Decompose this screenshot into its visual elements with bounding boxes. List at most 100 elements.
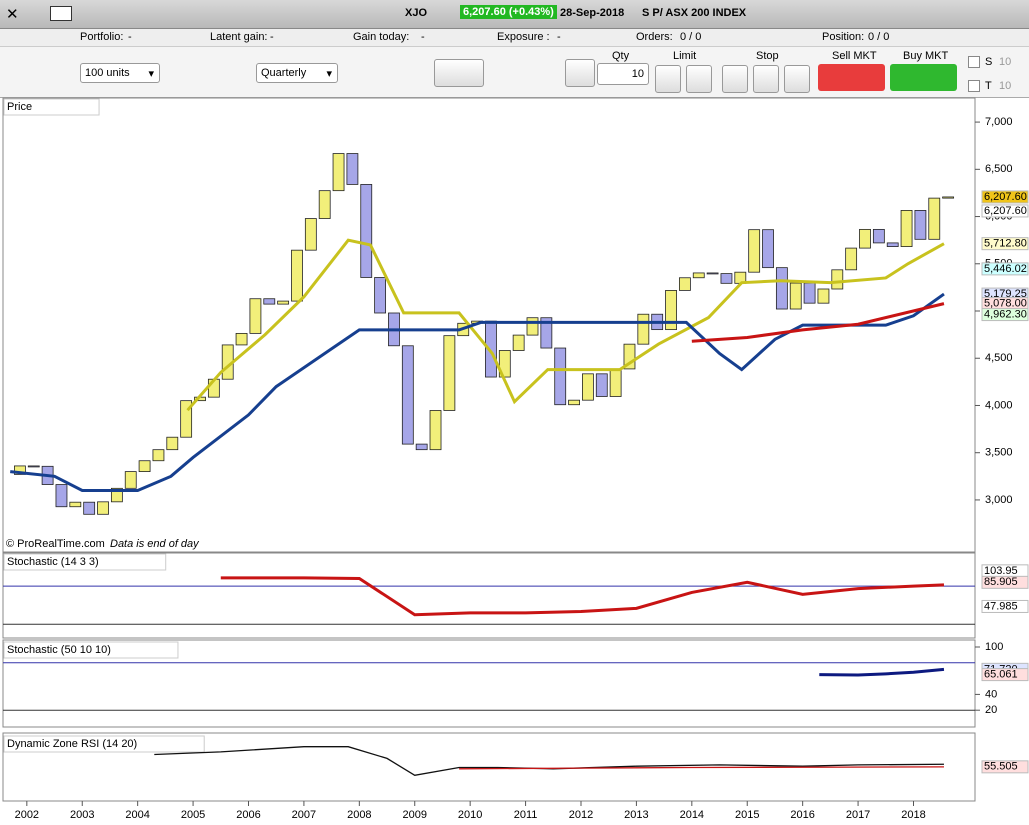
t-checkbox[interactable] — [968, 80, 980, 92]
candle — [97, 501, 109, 515]
candle — [110, 487, 123, 503]
rsi-panel — [2, 732, 976, 802]
panel-title: Stochastic (14 3 3) — [7, 556, 99, 568]
candle — [678, 277, 691, 291]
y-tick-label: 3,000 — [985, 494, 1013, 506]
candle — [180, 400, 193, 438]
indicator-line — [220, 576, 945, 617]
stop-label: Stop — [756, 50, 779, 62]
qty-input[interactable]: 10 — [597, 63, 649, 85]
panel-title: Dynamic Zone RSI (14 20) — [7, 738, 137, 750]
candle — [609, 368, 622, 397]
x-tick-label: 2013 — [624, 809, 648, 821]
candle — [304, 218, 317, 251]
y-tick-label: 40 — [985, 688, 997, 700]
candle — [623, 343, 636, 370]
candle — [318, 190, 331, 219]
indicator-line — [10, 292, 945, 492]
candle — [817, 288, 830, 304]
candle — [692, 272, 705, 279]
stop-3[interactable] — [784, 65, 810, 93]
x-tick-label: 2011 — [514, 809, 538, 821]
candle — [443, 335, 456, 411]
price-tag — [981, 237, 1029, 251]
y-tick-label: 7,000 — [985, 116, 1013, 128]
candle — [720, 273, 733, 284]
sell-button[interactable] — [818, 64, 885, 91]
price-tag-label: 65.061 — [984, 669, 1018, 681]
candle — [429, 410, 442, 451]
y-tick-label: 4,000 — [985, 399, 1013, 411]
candle — [540, 317, 553, 349]
price-tag-label: 47.985 — [984, 600, 1018, 612]
candle — [706, 272, 719, 275]
candle — [55, 484, 68, 508]
summary-label: Latent gain: — [210, 31, 268, 43]
summary-value: - — [128, 31, 132, 43]
keyboard-icon[interactable] — [50, 6, 72, 21]
price-tag-label: 6,207.60 — [984, 205, 1027, 217]
period-select[interactable]: Quarterly ▾ — [256, 63, 338, 83]
x-tick-label: 2008 — [347, 809, 371, 821]
price-tag-label: 5,446.02 — [984, 263, 1027, 275]
stop-1[interactable] — [722, 65, 748, 93]
summary-value: 0 / 0 — [680, 31, 702, 43]
tool-button[interactable] — [565, 59, 595, 87]
price-badge: 6,207.60 (+0.43%) — [460, 5, 557, 19]
price-tag-label: 5,078.00 — [984, 298, 1027, 310]
x-tick-label: 2012 — [569, 809, 593, 821]
candle — [69, 501, 82, 508]
x-tick-label: 2007 — [292, 809, 316, 821]
x-tick-label: 2018 — [901, 809, 925, 821]
s-value: 10 — [999, 56, 1012, 68]
summary-value: - — [421, 31, 425, 43]
buy-button[interactable] — [890, 64, 957, 91]
s-checkbox[interactable] — [968, 56, 980, 68]
candle — [124, 471, 137, 489]
candle — [291, 249, 303, 302]
y-tick-label: 100 — [985, 641, 1003, 653]
indicator-line — [186, 238, 945, 412]
price-tag-label: 85.905 — [984, 576, 1018, 588]
candle — [845, 247, 858, 271]
x-tick-label: 2003 — [70, 809, 94, 821]
title-bar: ✕ XJO 6,207.60 (+0.43%) 28-Sep-2018 S P/… — [0, 0, 1029, 29]
candle — [235, 332, 248, 346]
candle — [637, 313, 650, 345]
price-tag-label: 5,179.25 — [984, 288, 1027, 300]
s-label: S — [985, 56, 993, 68]
candle — [14, 465, 26, 475]
candle — [27, 465, 40, 468]
candle — [568, 399, 580, 406]
x-tick-label: 2002 — [15, 809, 39, 821]
panel-title-box — [3, 641, 179, 659]
limit-sell[interactable] — [655, 65, 681, 93]
candle — [332, 153, 345, 192]
candle — [665, 290, 677, 331]
panel-title: Price — [7, 101, 32, 113]
panel-title-box — [3, 553, 167, 571]
price-tag-label: 6,207.60 — [984, 191, 1027, 203]
x-tick-label: 2015 — [735, 809, 759, 821]
price-tag-label: 5,712.80 — [984, 238, 1027, 250]
stop-2[interactable] — [753, 65, 779, 93]
price-panel — [2, 97, 976, 553]
price-tag — [981, 204, 1029, 218]
indicator-line — [691, 302, 945, 343]
panel-title-box — [3, 98, 100, 116]
limit-buy[interactable] — [686, 65, 712, 93]
candle — [748, 229, 761, 273]
close-button[interactable]: ✕ — [6, 6, 19, 23]
qty: 10 — [631, 68, 644, 80]
y-tick-label: 6,500 — [985, 163, 1013, 175]
price-tag — [981, 599, 1029, 613]
indicator-button[interactable] — [434, 59, 484, 87]
candle — [886, 242, 899, 247]
summary-value: - — [557, 31, 561, 43]
units-select[interactable]: 100 units ▾ — [80, 63, 160, 83]
price-tag — [981, 760, 1029, 774]
candle — [900, 210, 913, 247]
candle — [526, 317, 539, 336]
